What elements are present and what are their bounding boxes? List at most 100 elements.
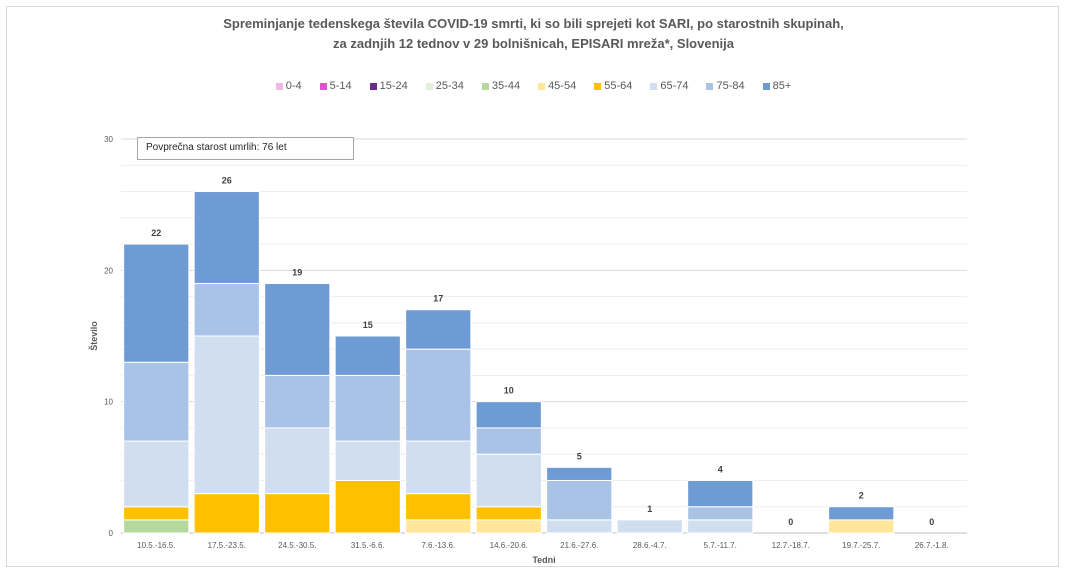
x-tick-label: 28.6.-4.7. bbox=[633, 541, 667, 550]
bar-segment-85+ bbox=[405, 309, 472, 350]
data-label: 2 bbox=[859, 491, 864, 501]
bar-segment-85+ bbox=[334, 335, 401, 376]
bar-segment-45-54 bbox=[405, 519, 472, 534]
legend-label: 25-34 bbox=[435, 80, 464, 92]
bar-segment-55-64 bbox=[123, 506, 190, 521]
legend-item-55-64: 55-64 bbox=[594, 80, 632, 92]
bar-segment-75-84 bbox=[546, 479, 613, 521]
legend-swatch bbox=[275, 82, 283, 90]
legend-swatch bbox=[425, 82, 433, 90]
legend-item-15-24: 15-24 bbox=[369, 80, 408, 92]
legend-item-35-44: 35-44 bbox=[481, 80, 521, 92]
legend-label: 45-54 bbox=[548, 80, 577, 92]
legend-label: 15-24 bbox=[379, 80, 408, 92]
x-tick-label: 21.6.-27.6. bbox=[560, 541, 598, 550]
legend-label: 55-64 bbox=[604, 80, 633, 92]
bar-segment-85+ bbox=[687, 479, 754, 508]
bar-segment-45-54 bbox=[475, 519, 542, 534]
legend-swatch bbox=[538, 82, 546, 90]
legend-item-25-34: 25-34 bbox=[425, 80, 464, 92]
data-label: 5 bbox=[577, 451, 582, 461]
bar-segment-55-64 bbox=[334, 479, 401, 534]
bar-segment-55-64 bbox=[405, 493, 472, 521]
bar-segment-65-74 bbox=[546, 519, 613, 534]
bar-segment-85+ bbox=[264, 282, 331, 376]
legend-label: 0-4 bbox=[285, 80, 302, 92]
bar-segment-85+ bbox=[123, 243, 190, 363]
data-label: 26 bbox=[222, 176, 232, 186]
legend-label: 75-84 bbox=[716, 80, 745, 92]
data-label: 15 bbox=[363, 320, 373, 330]
bar-segment-65-74 bbox=[264, 427, 331, 495]
x-tick-label: 7.6.-13.6. bbox=[421, 541, 455, 550]
bar-segment-75-84 bbox=[475, 427, 542, 455]
data-label: 4 bbox=[718, 464, 723, 474]
chart-title-line-2: za zadnjih 12 tednov v 29 bolnišnicah, E… bbox=[333, 36, 734, 51]
bar-segment-85+ bbox=[193, 191, 260, 284]
bar-segment-65-74 bbox=[687, 519, 754, 534]
y-tick-label: 30 bbox=[104, 135, 113, 144]
bar-segment-85+ bbox=[475, 401, 542, 429]
bar-segment-65-74 bbox=[405, 440, 472, 495]
legend-swatch bbox=[369, 82, 377, 90]
data-label: 10 bbox=[504, 386, 514, 396]
chart-legend: 0-4 5-14 15-24 25-34 35-44 45-54 55-64 65-74 75-… bbox=[0, 80, 1067, 92]
y-tick-label: 10 bbox=[104, 398, 113, 407]
bar-segment-65-74 bbox=[334, 440, 401, 481]
legend-label: 5-14 bbox=[329, 80, 352, 92]
x-tick-label: 12.7.-18.7. bbox=[772, 541, 810, 550]
bar-segment-75-84 bbox=[193, 282, 260, 337]
legend-swatch bbox=[706, 82, 714, 90]
x-tick-label: 17.5.-23.5. bbox=[208, 541, 246, 550]
bar-segment-85+ bbox=[546, 466, 613, 481]
bar-segment-65-74 bbox=[616, 519, 683, 534]
legend-swatch bbox=[762, 82, 770, 90]
x-tick-label: 24.5.-30.5. bbox=[278, 541, 316, 550]
x-axis-title: Tedni bbox=[532, 555, 555, 565]
bar-segment-35-44 bbox=[123, 519, 190, 534]
data-label: 22 bbox=[151, 228, 161, 238]
legend-item-85+: 85+ bbox=[762, 80, 792, 92]
bar-segment-75-84 bbox=[334, 374, 401, 442]
legend-item-5-14: 5-14 bbox=[319, 80, 352, 92]
legend-label: 85+ bbox=[772, 80, 792, 92]
y-tick-label: 20 bbox=[104, 266, 113, 275]
x-tick-label: 14.6.-20.6. bbox=[490, 541, 528, 550]
bar-segment-45-54 bbox=[828, 519, 895, 534]
legend-label: 65-74 bbox=[660, 80, 689, 92]
legend-swatch bbox=[594, 82, 602, 90]
bar-segment-65-74 bbox=[193, 335, 260, 495]
bar-segment-85+ bbox=[828, 506, 895, 521]
y-axis-title: Število bbox=[88, 321, 99, 351]
bar-segment-75-84 bbox=[123, 361, 190, 442]
legend-item-0-4: 0-4 bbox=[275, 80, 302, 92]
mean-age-annotation: Povprečna starost umrlih: 76 let bbox=[137, 137, 354, 160]
data-label: 17 bbox=[433, 294, 443, 304]
x-tick-label: 31.5.-6.6. bbox=[351, 541, 385, 550]
data-label: 19 bbox=[292, 267, 302, 277]
legend-item-75-84: 75-84 bbox=[706, 80, 745, 92]
x-tick-label: 19.7.-25.7. bbox=[842, 541, 880, 550]
bar-segment-55-64 bbox=[264, 493, 331, 534]
bar-segment-65-74 bbox=[123, 440, 190, 508]
y-tick-label: 0 bbox=[109, 529, 114, 538]
bar-segment-55-64 bbox=[475, 506, 542, 521]
legend-item-45-54: 45-54 bbox=[538, 80, 576, 92]
data-label: 0 bbox=[929, 517, 934, 527]
legend-label: 35-44 bbox=[491, 80, 521, 92]
bar-segment-75-84 bbox=[687, 506, 754, 521]
chart-title: Spreminjanje tedenskega števila COVID-19… bbox=[0, 14, 1067, 54]
data-label: 0 bbox=[788, 517, 793, 527]
bar-segment-75-84 bbox=[405, 348, 472, 442]
bar-segment-65-74 bbox=[475, 453, 542, 508]
data-label: 1 bbox=[647, 504, 652, 514]
x-tick-label: 26.7.-1.8. bbox=[915, 541, 949, 550]
x-tick-label: 5.7.-11.7. bbox=[704, 541, 737, 550]
legend-swatch bbox=[650, 82, 658, 90]
bar-segment-75-84 bbox=[264, 374, 331, 429]
legend-swatch bbox=[481, 82, 489, 90]
legend-item-65-74: 65-74 bbox=[650, 80, 688, 92]
legend-swatch bbox=[319, 82, 327, 90]
chart-title-line-1: Spreminjanje tedenskega števila COVID-19… bbox=[223, 16, 844, 31]
